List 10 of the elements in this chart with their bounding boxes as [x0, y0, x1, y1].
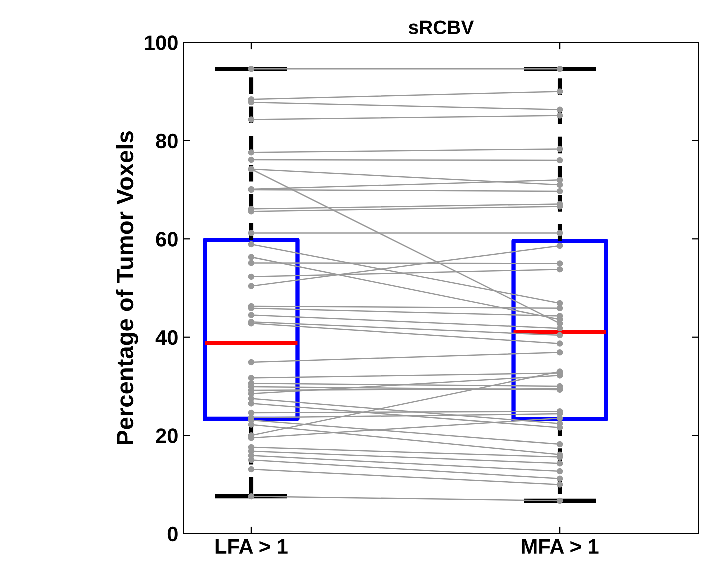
y-tick-label: 80	[156, 134, 178, 149]
y-tick-label: 40	[156, 330, 178, 346]
y-tick-label: 100	[145, 36, 178, 50]
x-tick-label: MFA > 1	[522, 540, 599, 554]
y-tick-label: 20	[156, 428, 178, 444]
x-tick-label: LFA > 1	[216, 540, 288, 554]
y-tick-label: 0	[168, 526, 178, 542]
y-tick-label: 60	[156, 232, 178, 247]
y-axis-title: Percentage of Tumor Voxels	[116, 132, 138, 444]
chart-title: sRCBV	[408, 20, 474, 34]
